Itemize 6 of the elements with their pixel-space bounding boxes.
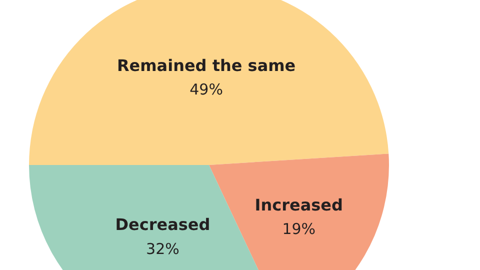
data-label: 32% bbox=[146, 240, 180, 258]
slice-label: Increased bbox=[254, 195, 343, 214]
data-label: 19% bbox=[282, 220, 316, 238]
data-label: 49% bbox=[190, 80, 223, 99]
slice-label: Decreased bbox=[115, 215, 210, 234]
slice-label: Remained the same bbox=[116, 56, 296, 75]
